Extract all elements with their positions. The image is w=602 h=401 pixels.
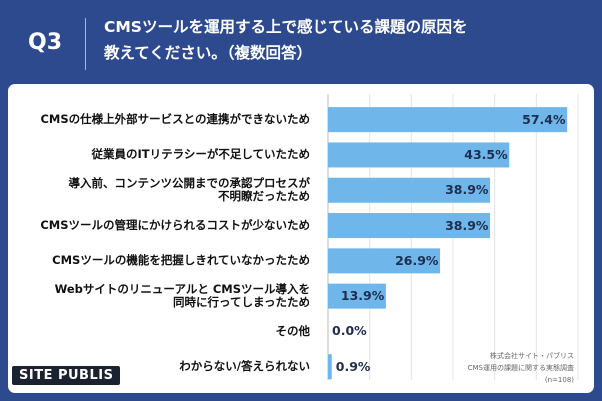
bar [328,283,386,309]
source-sample-size: (n=108) [544,376,574,384]
value-label: 57.4% [522,111,566,127]
category-label: CMSの仕様上外部サービスとの連携ができないため [40,112,310,127]
header: Q3 CMSツールを運用する上で感じている課題の原因を 教えてください。（複数回… [0,0,602,83]
bar [328,142,510,168]
category-label: Webサイトのリニューアルと CMSツール導入を 同時に行ってしまったため [54,282,310,310]
value-label: 0.9% [335,358,371,374]
value-label: 0.0% [332,323,367,339]
bar [328,107,568,133]
category-label: CMSツールの機能を把握しきれていなかったため [52,253,310,268]
category-label: その他 [275,323,311,338]
header-divider [85,18,86,70]
value-label: 38.9% [445,182,489,198]
question-title-line-1: CMSツールを運用する上で感じている課題の原因を [104,18,468,36]
question-number: Q3 [28,30,63,55]
category-label: わからない/答えられない [179,359,310,374]
chart-card: CMSの仕様上外部サービスとの連携ができないため 57.4% 従業員のITリテラシー… [8,84,594,393]
category-label: CMSツールの管理にかけられるコストが少ないため [40,218,310,233]
bar [328,177,491,203]
site-publis-logo: SITE PUBLIS [12,366,121,385]
bar [328,213,491,239]
source-note: 株式会社サイト・パブリス CMS運用の課題に関する実態調査 (n=108) [468,350,574,386]
source-company: 株式会社サイト・パブリス [490,352,574,360]
question-title: CMSツールを運用する上で感じている課題の原因を 教えてください。（複数回答） [104,14,574,66]
value-label: 43.5% [464,146,508,162]
category-label: 従業員のITリテラシーが不足していたため [91,147,310,162]
bar [328,248,441,274]
question-title-line-2: 教えてください。（複数回答） [104,44,313,62]
value-label: 26.9% [395,252,439,268]
category-label: 導入前、コンテンツ公開までの承認プロセスが 不明瞭だったため [68,176,311,204]
value-label: 38.9% [445,217,489,233]
bar-chart [327,94,579,380]
bar [328,354,332,380]
source-survey: CMS運用の課題に関する実態調査 [467,364,574,372]
value-label: 13.9% [340,288,385,304]
